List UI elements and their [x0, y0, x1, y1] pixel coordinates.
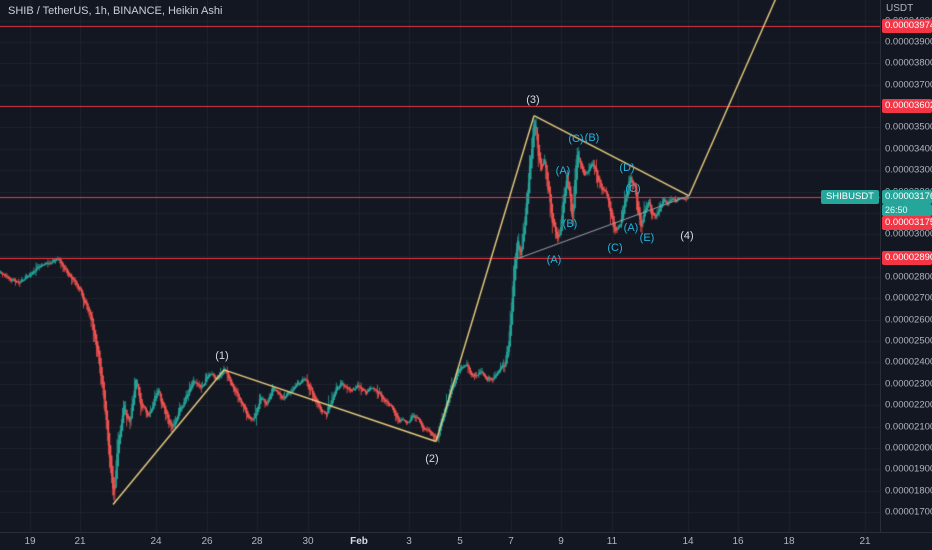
wave-label[interactable]: (4) [680, 230, 694, 242]
price-tick-label: 0.00001900 [885, 463, 932, 475]
price-tick-label: 0.00001800 [885, 485, 932, 497]
price-axis[interactable]: USDT 0.00003176 26:50 0.00001700 0.000018… [880, 0, 932, 532]
wave-label[interactable]: (A) [623, 222, 639, 234]
wave-label[interactable]: (B) [584, 132, 600, 144]
price-tick-label: 0.00003800 [885, 57, 932, 69]
wave-label[interactable]: (1) [215, 350, 229, 362]
price-tick-label: 0.00002700 [885, 292, 932, 304]
wave-annotation-layer: (1) (2) (3) (4) (C) (B) (A) (B) (A) (D) (C) (A) (C)(… [215, 94, 694, 465]
time-tick-label: 18 [783, 536, 795, 547]
time-tick-label: 14 [682, 536, 694, 547]
price-tick-label: 0.00002400 [885, 356, 932, 368]
wave-label[interactable]: (C) [625, 183, 641, 195]
time-tick-label: 26 [201, 536, 213, 547]
price-tick-label: 0.00002800 [885, 271, 932, 283]
price-tick-label: 0.00002600 [885, 314, 932, 326]
wave-label[interactable]: (C) [607, 242, 623, 254]
price-tick-label: 0.00002100 [885, 421, 932, 433]
alert-price-badge: 0.00003602 [882, 98, 932, 113]
candlestick-chart-canvas[interactable] [0, 0, 880, 532]
last-price-badge: 0.00003176 [882, 189, 932, 204]
time-tick-label: 28 [251, 536, 263, 547]
price-tick-label: 0.00003500 [885, 121, 932, 133]
wave-label[interactable]: (2) [425, 453, 439, 465]
price-tick-label: 0.00002000 [885, 442, 932, 454]
chart-pane[interactable]: (1) (2) (3) (4) (C) (B) (A) (B) (A) (D) (C) (A) (C)(… [0, 0, 880, 532]
price-tick-label: 0.00003300 [885, 164, 932, 176]
time-tick-label: 19 [24, 536, 36, 547]
alert-price-badge: 0.00002890 [882, 250, 932, 265]
time-tick-label: 5 [457, 536, 463, 547]
price-tick-label: 0.00002500 [885, 335, 932, 347]
wave-label[interactable]: (D) [619, 162, 635, 174]
time-tick-label: 11 [606, 536, 618, 547]
wave-label[interactable]: (A) [546, 254, 562, 266]
time-axis[interactable]: 19 21 24 26 28 30 Feb 3 5 7 9 11 14 16 18 21 [0, 532, 932, 550]
alert-price-badge: 0.00003974 [882, 19, 932, 34]
wave-label[interactable]: (E) [639, 232, 655, 244]
time-tick-label: 30 [302, 536, 314, 547]
time-tick-label: Feb [350, 536, 368, 547]
wave-label[interactable]: (B) [562, 218, 578, 230]
price-tick-label: 0.00002200 [885, 399, 932, 411]
price-tick-label: 0.00001700 [885, 506, 932, 518]
time-tick-label: 3 [406, 536, 412, 547]
wave-label[interactable]: (C) [568, 133, 584, 145]
chart-legend-title[interactable]: SHIB / TetherUS, 1h, BINANCE, Heikin Ash… [8, 5, 223, 17]
wave-label[interactable]: (A) [555, 165, 571, 177]
symbol-price-tag: SHIBUSDT [820, 189, 879, 204]
price-tick-label: 0.00003400 [885, 143, 932, 155]
time-tick-label: 9 [558, 536, 564, 547]
time-tick-label: 24 [150, 536, 162, 547]
price-tick-label: 0.00003700 [885, 79, 932, 91]
time-tick-label: 16 [732, 536, 744, 547]
price-tick-label: 0.00002300 [885, 378, 932, 390]
price-tick-label: 0.00003000 [885, 228, 932, 240]
time-tick-label: 7 [508, 536, 514, 547]
alert-price-badge: 0.00003175 [882, 216, 932, 230]
axis-currency-label: USDT [886, 3, 914, 14]
bar-countdown-badge: 26:50 [882, 203, 932, 216]
price-tick-label: 0.00003900 [885, 36, 932, 48]
time-tick-label: 21 [859, 536, 871, 547]
time-tick-label: 21 [74, 536, 86, 547]
wave-label[interactable]: (3) [526, 94, 540, 106]
